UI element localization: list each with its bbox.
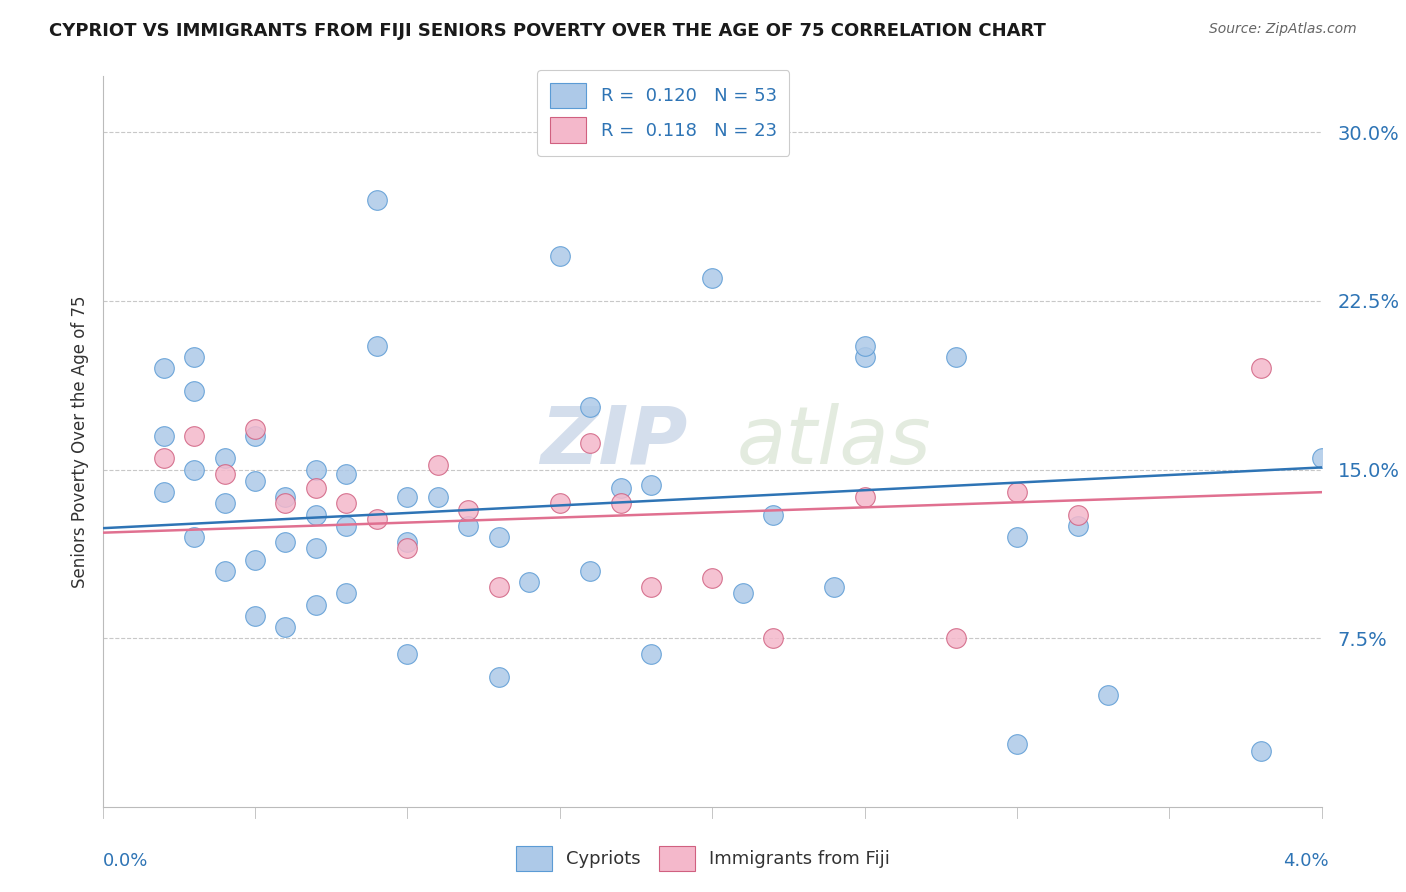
Point — [457, 503, 479, 517]
Point — [243, 474, 266, 488]
Point — [1250, 744, 1272, 758]
Point — [366, 339, 388, 353]
Point — [396, 541, 419, 556]
Point — [335, 496, 357, 510]
Point — [214, 467, 236, 482]
Point — [152, 361, 174, 376]
Point — [640, 580, 662, 594]
Point — [366, 512, 388, 526]
Point — [640, 647, 662, 661]
Point — [243, 552, 266, 566]
Legend: Cypriots, Immigrants from Fiji: Cypriots, Immigrants from Fiji — [509, 838, 897, 879]
Point — [517, 575, 540, 590]
Point — [853, 490, 876, 504]
Point — [945, 632, 967, 646]
Point — [426, 458, 449, 472]
Point — [305, 481, 328, 495]
Text: ZIP: ZIP — [540, 402, 688, 481]
Point — [183, 463, 205, 477]
Point — [488, 530, 510, 544]
Point — [214, 451, 236, 466]
Point — [214, 496, 236, 510]
Point — [396, 647, 419, 661]
Y-axis label: Seniors Poverty Over the Age of 75: Seniors Poverty Over the Age of 75 — [70, 295, 89, 588]
Point — [548, 249, 571, 263]
Point — [823, 580, 845, 594]
Text: atlas: atlas — [737, 402, 931, 481]
Text: 4.0%: 4.0% — [1284, 852, 1329, 870]
Point — [335, 586, 357, 600]
Point — [1310, 451, 1333, 466]
Point — [243, 609, 266, 624]
Point — [609, 481, 631, 495]
Point — [396, 490, 419, 504]
Point — [243, 422, 266, 436]
Point — [274, 534, 297, 549]
Point — [1005, 530, 1028, 544]
Point — [853, 339, 876, 353]
Legend: R =  0.120   N = 53, R =  0.118   N = 23: R = 0.120 N = 53, R = 0.118 N = 23 — [537, 70, 789, 155]
Point — [183, 530, 205, 544]
Point — [853, 350, 876, 364]
Point — [183, 350, 205, 364]
Point — [243, 429, 266, 443]
Point — [152, 485, 174, 500]
Point — [183, 429, 205, 443]
Point — [762, 632, 785, 646]
Point — [305, 508, 328, 522]
Point — [488, 670, 510, 684]
Point — [426, 490, 449, 504]
Point — [152, 451, 174, 466]
Point — [640, 478, 662, 492]
Text: CYPRIOT VS IMMIGRANTS FROM FIJI SENIORS POVERTY OVER THE AGE OF 75 CORRELATION C: CYPRIOT VS IMMIGRANTS FROM FIJI SENIORS … — [49, 22, 1046, 40]
Point — [609, 496, 631, 510]
Point — [305, 598, 328, 612]
Point — [214, 564, 236, 578]
Point — [335, 519, 357, 533]
Point — [305, 541, 328, 556]
Point — [1097, 688, 1119, 702]
Point — [1067, 519, 1090, 533]
Point — [762, 508, 785, 522]
Point — [1250, 361, 1272, 376]
Point — [702, 571, 724, 585]
Point — [488, 580, 510, 594]
Point — [366, 193, 388, 207]
Text: 0.0%: 0.0% — [103, 852, 148, 870]
Point — [274, 620, 297, 634]
Point — [579, 435, 602, 450]
Point — [1005, 737, 1028, 751]
Point — [1067, 508, 1090, 522]
Point — [305, 463, 328, 477]
Point — [579, 400, 602, 414]
Point — [702, 271, 724, 285]
Point — [183, 384, 205, 398]
Point — [945, 350, 967, 364]
Point — [548, 496, 571, 510]
Point — [1005, 485, 1028, 500]
Point — [152, 429, 174, 443]
Point — [335, 467, 357, 482]
Point — [274, 490, 297, 504]
Point — [396, 534, 419, 549]
Point — [579, 564, 602, 578]
Point — [274, 496, 297, 510]
Point — [731, 586, 754, 600]
Point — [457, 519, 479, 533]
Text: Source: ZipAtlas.com: Source: ZipAtlas.com — [1209, 22, 1357, 37]
